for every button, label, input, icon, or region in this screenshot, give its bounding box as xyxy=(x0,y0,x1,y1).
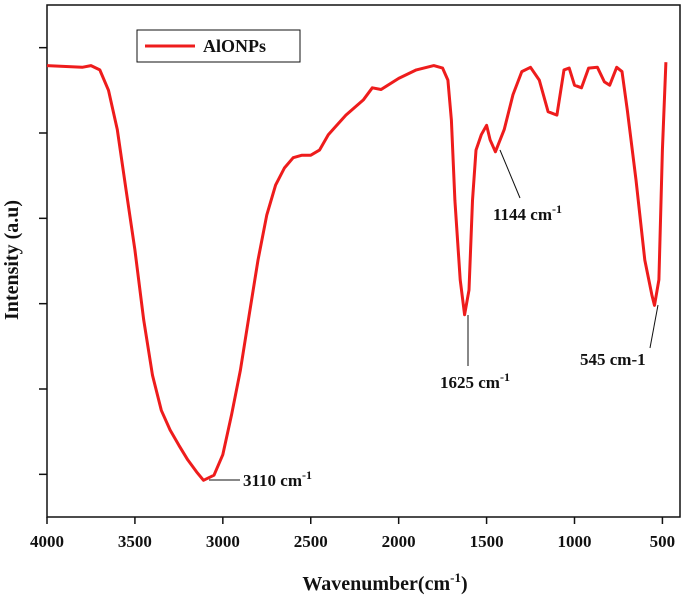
legend-label: AlONPs xyxy=(203,36,266,56)
x-tick-label: 1500 xyxy=(470,532,504,551)
x-label-superscript: -1 xyxy=(450,570,461,585)
y-axis-label: Intensity (a.u) xyxy=(1,200,23,320)
annotation: 1625 cm-1 xyxy=(440,370,510,392)
annotation: 3110 cm-1 xyxy=(243,468,312,490)
x-tick-label: 4000 xyxy=(30,532,64,551)
data-line xyxy=(46,62,668,482)
annotation-text: 545 cm-1 xyxy=(580,350,646,369)
x-tick-label: 3000 xyxy=(206,532,240,551)
x-tick-label: 3500 xyxy=(118,532,152,551)
annotation-text: 3110 cm xyxy=(243,471,302,490)
annotation: 1144 cm-1 xyxy=(493,202,562,224)
x-tick-label: 2500 xyxy=(294,532,328,551)
x-tick-label: 1000 xyxy=(558,532,592,551)
annotation-superscript: -1 xyxy=(302,468,312,482)
x-label-suffix: ) xyxy=(461,573,468,595)
annotation-superscript: -1 xyxy=(500,370,510,384)
plot-frame xyxy=(46,4,681,518)
annotation-pointer xyxy=(649,304,659,349)
annotation-superscript: -1 xyxy=(552,202,562,216)
annotation: 545 cm-1 xyxy=(580,350,646,369)
x-axis-label: Wavenumber(cm-1) xyxy=(302,570,467,595)
x-tick-label: 2000 xyxy=(382,532,416,551)
x-tick-label: 500 xyxy=(650,532,676,551)
annotation-text: 1625 cm xyxy=(440,373,500,392)
annotation-text: 1144 cm xyxy=(493,205,552,224)
annotation-pointer xyxy=(499,149,521,199)
x-label-text: Wavenumber(cm xyxy=(302,573,450,595)
